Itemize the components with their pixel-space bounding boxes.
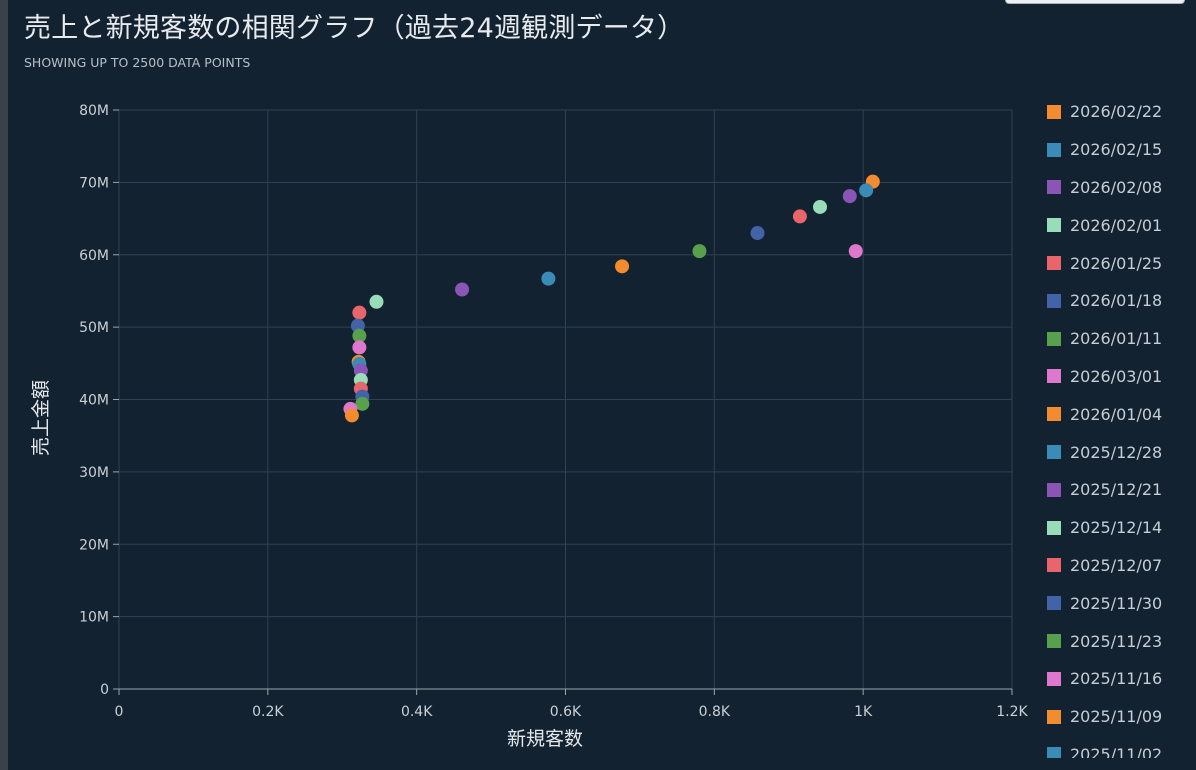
- data-point[interactable]: [352, 305, 367, 320]
- data-point[interactable]: [842, 189, 857, 204]
- legend-item[interactable]: 2026/01/04: [1047, 395, 1196, 433]
- y-tick-label: 80M: [79, 103, 109, 119]
- legend-item[interactable]: 2025/11/02: [1047, 736, 1196, 758]
- data-point[interactable]: [848, 244, 863, 259]
- y-tick-label: 40M: [79, 393, 109, 409]
- legend-label: 2025/12/28: [1070, 442, 1163, 462]
- x-tick-label: 1.2K: [996, 704, 1028, 720]
- legend: 2026/02/22 2026/02/15 2026/02/08 2026/02/01…: [1047, 93, 1196, 758]
- legend-label: 2025/12/14: [1070, 518, 1163, 538]
- y-axis-label: 売上金額: [30, 380, 52, 456]
- legend-swatch: [1047, 104, 1061, 119]
- legend-label: 2025/11/23: [1070, 631, 1163, 651]
- legend-item[interactable]: 2025/12/21: [1047, 471, 1196, 509]
- legend-swatch: [1047, 218, 1061, 233]
- x-tick-label: 1K: [854, 704, 873, 720]
- legend-swatch: [1047, 407, 1061, 422]
- chart-subtitle: SHOWING UP TO 2500 DATA POINTS: [24, 55, 251, 70]
- legend-label: 2026/02/15: [1070, 140, 1163, 160]
- chart-title: 売上と新規客数の相関グラフ（過去24週観測データ）: [24, 13, 685, 44]
- legend-swatch: [1047, 256, 1061, 271]
- legend-item[interactable]: 2026/02/22: [1047, 93, 1196, 131]
- legend-label: 2026/01/18: [1070, 291, 1163, 311]
- axes: 0 10M 20M 30M 40M 50M 60M 70M 80M 0 0.2K 0.4K 0.6K 0.…: [79, 103, 1028, 720]
- y-tick-label: 70M: [79, 175, 109, 191]
- legend-item[interactable]: 2026/02/15: [1047, 131, 1196, 169]
- legend-item[interactable]: 2026/03/01: [1047, 358, 1196, 396]
- legend-swatch: [1047, 331, 1061, 346]
- y-tick-label: 0: [100, 682, 109, 698]
- legend-swatch: [1047, 520, 1061, 535]
- x-tick-label: 0.6K: [550, 704, 582, 720]
- legend-label: 2026/01/11: [1070, 329, 1163, 349]
- legend-label: 2025/11/30: [1070, 593, 1163, 613]
- data-point[interactable]: [352, 340, 367, 355]
- data-point[interactable]: [859, 183, 874, 198]
- x-tick-label: 0: [115, 704, 124, 720]
- legend-label: 2026/02/01: [1070, 215, 1163, 235]
- data-point[interactable]: [813, 199, 828, 214]
- legend-label: 2026/03/01: [1070, 366, 1163, 386]
- legend-label: 2025/11/02: [1070, 744, 1163, 758]
- legend-label: 2025/11/16: [1070, 669, 1163, 689]
- data-point[interactable]: [541, 271, 556, 286]
- legend-item[interactable]: 2025/12/14: [1047, 509, 1196, 547]
- data-points: [343, 174, 880, 423]
- legend-label: 2025/11/09: [1070, 707, 1163, 727]
- legend-label: 2025/12/21: [1070, 480, 1163, 500]
- data-point[interactable]: [792, 209, 807, 224]
- x-tick-label: 0.2K: [252, 704, 284, 720]
- data-point[interactable]: [750, 226, 765, 241]
- legend-item[interactable]: 2026/01/18: [1047, 282, 1196, 320]
- scatter-plot: 0 10M 20M 30M 40M 50M 60M 70M 80M 0 0.2K 0.4K 0.6K 0.…: [30, 103, 1029, 750]
- legend-item[interactable]: 2025/11/30: [1047, 584, 1196, 622]
- x-tick-label: 0.4K: [401, 704, 433, 720]
- legend-swatch: [1047, 671, 1061, 686]
- legend-swatch: [1047, 634, 1061, 649]
- legend-item[interactable]: 2025/12/07: [1047, 547, 1196, 585]
- legend-item[interactable]: 2025/11/23: [1047, 622, 1196, 660]
- legend-swatch: [1047, 142, 1061, 157]
- x-tick-label: 0.8K: [699, 704, 731, 720]
- data-point[interactable]: [455, 282, 470, 297]
- legend-label: 2026/01/04: [1070, 404, 1163, 424]
- legend-swatch: [1047, 482, 1061, 497]
- data-point[interactable]: [692, 244, 707, 259]
- legend-swatch: [1047, 558, 1061, 573]
- legend-item[interactable]: 2026/02/01: [1047, 206, 1196, 244]
- legend-swatch: [1047, 709, 1061, 724]
- legend-label: 2026/02/22: [1070, 102, 1163, 122]
- legend-item[interactable]: 2026/02/08: [1047, 169, 1196, 207]
- data-point[interactable]: [615, 259, 630, 274]
- legend-item[interactable]: 2026/01/25: [1047, 244, 1196, 282]
- data-point[interactable]: [355, 396, 370, 411]
- legend-item[interactable]: 2025/11/09: [1047, 698, 1196, 736]
- y-tick-label: 60M: [79, 248, 109, 264]
- x-axis-label: 新規客数: [507, 728, 583, 750]
- chart-panel: 売上と新規客数の相関グラフ（過去24週観測データ） SHOWING UP TO …: [8, 0, 1196, 770]
- grid-lines: [118, 109, 1013, 690]
- legend-swatch: [1047, 445, 1061, 460]
- y-tick-label: 50M: [79, 320, 109, 336]
- data-point[interactable]: [344, 408, 359, 423]
- y-tick-label: 10M: [79, 610, 109, 626]
- legend-label: 2026/01/25: [1070, 253, 1163, 273]
- legend-item[interactable]: 2026/01/11: [1047, 320, 1196, 358]
- legend-swatch: [1047, 293, 1061, 308]
- data-point[interactable]: [369, 294, 384, 309]
- data-point[interactable]: [352, 328, 367, 343]
- legend-label: 2025/12/07: [1070, 555, 1163, 575]
- legend-swatch: [1047, 747, 1061, 758]
- legend-item[interactable]: 2025/12/28: [1047, 433, 1196, 471]
- legend-item[interactable]: 2025/11/16: [1047, 660, 1196, 698]
- legend-swatch: [1047, 596, 1061, 611]
- y-tick-label: 30M: [79, 465, 109, 481]
- legend-swatch: [1047, 369, 1061, 384]
- y-tick-label: 20M: [79, 537, 109, 553]
- legend-swatch: [1047, 180, 1061, 195]
- legend-label: 2026/02/08: [1070, 177, 1163, 197]
